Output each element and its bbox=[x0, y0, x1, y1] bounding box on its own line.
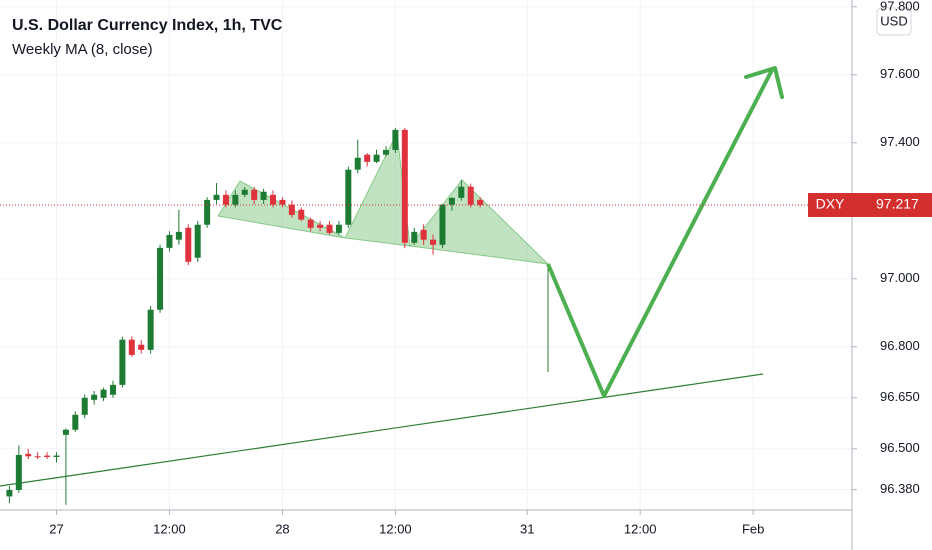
y-tick-label: 96.500 bbox=[880, 440, 920, 455]
candle-body bbox=[166, 234, 173, 248]
candle-body bbox=[354, 157, 361, 170]
candle-body bbox=[109, 384, 116, 395]
candle-body bbox=[119, 339, 126, 385]
candle-body bbox=[72, 414, 79, 430]
candle-body bbox=[401, 129, 408, 243]
candle-body bbox=[477, 199, 484, 206]
candles bbox=[6, 127, 484, 505]
candle-body bbox=[34, 456, 41, 458]
candle-body bbox=[298, 209, 305, 220]
candle-body bbox=[53, 455, 60, 457]
candle-body bbox=[241, 189, 248, 195]
pattern-shade bbox=[217, 180, 346, 239]
x-tick-label: 27 bbox=[49, 521, 63, 536]
y-tick-label: 96.800 bbox=[880, 338, 920, 353]
candle-body bbox=[147, 309, 154, 350]
candle-body bbox=[430, 239, 437, 245]
candle-body bbox=[458, 186, 465, 198]
y-tick-label: 96.650 bbox=[880, 389, 920, 404]
candle-body bbox=[373, 154, 380, 162]
candle-body bbox=[382, 149, 389, 155]
candle-body bbox=[6, 489, 13, 497]
x-tick-label: 12:00 bbox=[624, 521, 657, 536]
y-tick-label: 97.000 bbox=[880, 270, 920, 285]
candle-body bbox=[270, 194, 277, 205]
candle-body bbox=[157, 247, 164, 310]
candle-body bbox=[194, 224, 201, 258]
candle-body bbox=[91, 394, 98, 400]
forecast-arrow bbox=[546, 69, 774, 398]
candle-body bbox=[213, 194, 220, 200]
candle-body bbox=[420, 229, 427, 240]
pattern-shade bbox=[344, 131, 411, 247]
candle-body bbox=[307, 219, 314, 228]
candle-body bbox=[335, 224, 342, 233]
candle-body bbox=[260, 191, 267, 200]
symbol-label: DXY bbox=[816, 196, 845, 212]
grid bbox=[0, 0, 852, 510]
y-tick-label: 97.400 bbox=[880, 134, 920, 149]
candle-body bbox=[44, 455, 51, 457]
indicator-label: Weekly MA (8, close) bbox=[12, 41, 153, 58]
candle-body bbox=[204, 199, 211, 225]
candle-body bbox=[364, 154, 371, 162]
candle-body bbox=[128, 339, 135, 355]
currency-box[interactable] bbox=[876, 7, 912, 36]
y-tick-label: 97.600 bbox=[880, 66, 920, 81]
candle-body bbox=[279, 199, 286, 205]
candle-body bbox=[448, 197, 455, 205]
candle-body bbox=[326, 224, 333, 233]
candle-body bbox=[232, 194, 239, 205]
last-price-label: 97.217 bbox=[876, 196, 919, 212]
symbol-badge bbox=[808, 193, 852, 218]
candle-body bbox=[345, 169, 352, 225]
candle-body bbox=[81, 397, 88, 415]
candle-body bbox=[439, 204, 446, 245]
candle-body bbox=[288, 204, 295, 215]
candle-body bbox=[392, 129, 399, 150]
y-tick-label: 97.800 bbox=[880, 0, 920, 13]
arrow-head bbox=[744, 66, 784, 99]
candle-body bbox=[25, 453, 32, 457]
candle-body bbox=[467, 186, 474, 205]
drawings bbox=[0, 66, 784, 487]
candle-body bbox=[138, 344, 145, 350]
y-tick-label: 96.380 bbox=[880, 481, 920, 496]
x-tick-label: 28 bbox=[275, 521, 289, 536]
chart-title: U.S. Dollar Currency Index, 1h, TVC bbox=[12, 17, 283, 34]
currency-label: USD bbox=[880, 13, 907, 28]
trend-line bbox=[0, 373, 764, 487]
candle-body bbox=[62, 429, 69, 435]
x-tick-label: 31 bbox=[520, 521, 534, 536]
last-price-badge bbox=[852, 193, 932, 218]
candle-body bbox=[185, 227, 192, 262]
x-tick-label: Feb bbox=[742, 521, 764, 536]
candle-body bbox=[175, 231, 182, 240]
candle-body bbox=[100, 389, 107, 398]
candle-body bbox=[317, 224, 324, 228]
candle-body bbox=[411, 231, 418, 243]
candle-body bbox=[222, 194, 229, 205]
candle-body bbox=[15, 454, 22, 490]
x-tick-label: 12:00 bbox=[379, 521, 412, 536]
candle-body bbox=[251, 189, 258, 200]
x-tick-label: 12:00 bbox=[153, 521, 186, 536]
